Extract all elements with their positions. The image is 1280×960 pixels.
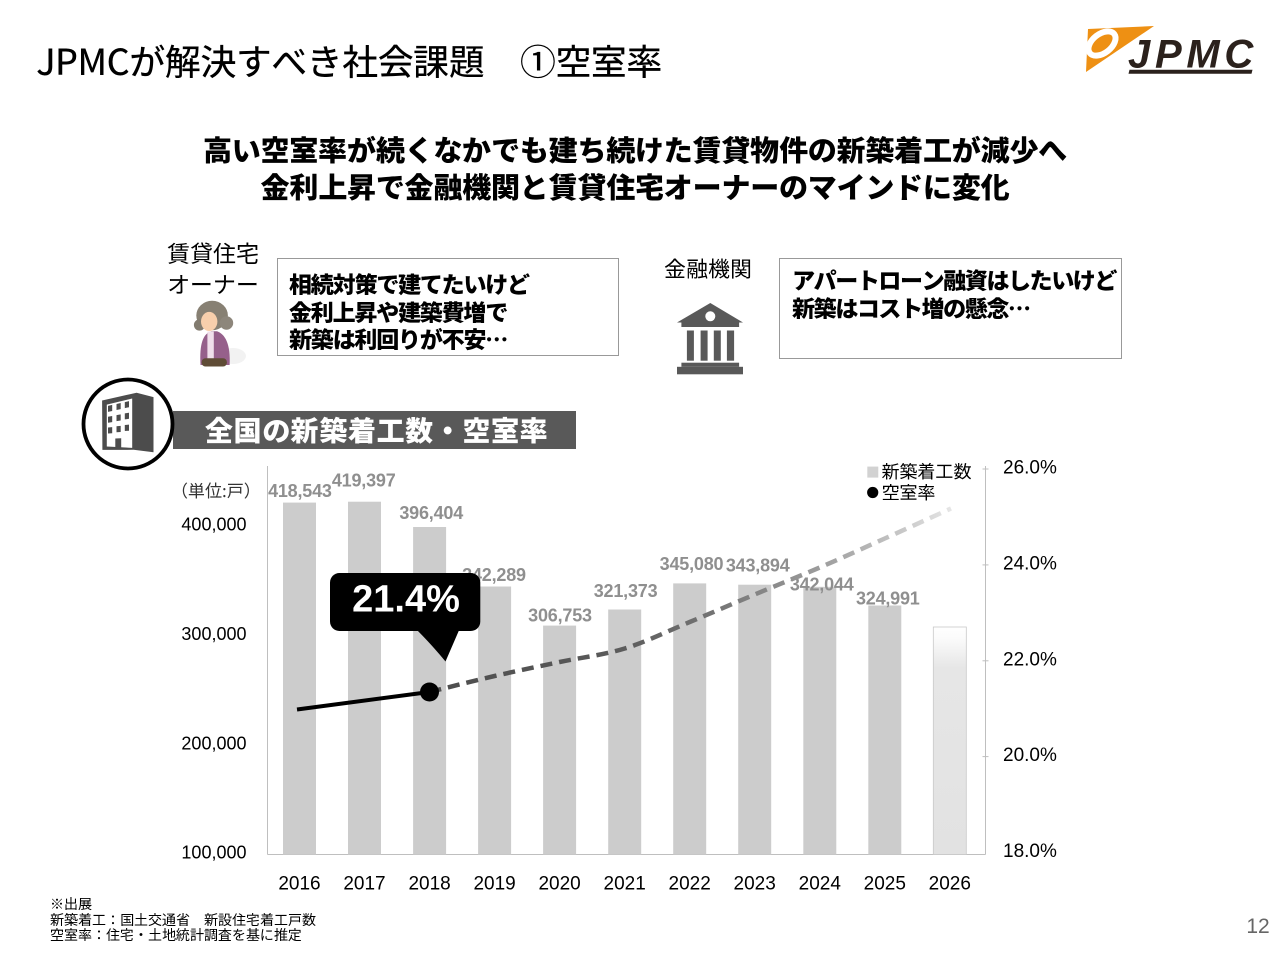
svg-text:22.0%: 22.0% <box>1003 649 1057 670</box>
svg-text:JPMC: JPMC <box>1128 33 1258 77</box>
svg-text:2024: 2024 <box>799 874 842 895</box>
svg-text:2016: 2016 <box>278 874 320 895</box>
svg-text:26.0%: 26.0% <box>1003 458 1057 479</box>
svg-text:321,373: 321,373 <box>594 581 658 601</box>
svg-text:306,753: 306,753 <box>528 606 592 626</box>
svg-text:2025: 2025 <box>864 874 906 895</box>
svg-text:2023: 2023 <box>734 874 776 895</box>
svg-text:2017: 2017 <box>343 874 385 895</box>
svg-text:（単位:戸）: （単位:戸） <box>171 477 261 502</box>
svg-text:343,894: 343,894 <box>726 555 790 575</box>
svg-text:新築着工数: 新築着工数 <box>882 458 972 484</box>
svg-text:300,000: 300,000 <box>181 624 246 644</box>
svg-text:18.0%: 18.0% <box>1003 841 1057 862</box>
svg-text:200,000: 200,000 <box>181 733 246 753</box>
svg-text:2026: 2026 <box>929 874 971 895</box>
svg-text:400,000: 400,000 <box>181 515 246 535</box>
svg-text:324,991: 324,991 <box>856 589 920 609</box>
svg-text:342,044: 342,044 <box>790 575 854 595</box>
svg-text:100,000: 100,000 <box>181 843 246 863</box>
svg-text:2022: 2022 <box>669 874 711 895</box>
svg-text:418,543: 418,543 <box>268 481 332 501</box>
svg-text:2020: 2020 <box>538 874 580 895</box>
svg-text:21.4%: 21.4% <box>352 579 460 621</box>
svg-text:345,080: 345,080 <box>660 554 724 574</box>
svg-text:2018: 2018 <box>408 874 450 895</box>
svg-text:396,404: 396,404 <box>399 503 463 523</box>
svg-text:20.0%: 20.0% <box>1003 745 1057 766</box>
svg-text:2019: 2019 <box>473 874 515 895</box>
svg-text:空室率: 空室率 <box>882 479 936 505</box>
svg-text:419,397: 419,397 <box>332 471 396 491</box>
svg-text:2021: 2021 <box>604 874 646 895</box>
svg-text:24.0%: 24.0% <box>1003 553 1057 574</box>
